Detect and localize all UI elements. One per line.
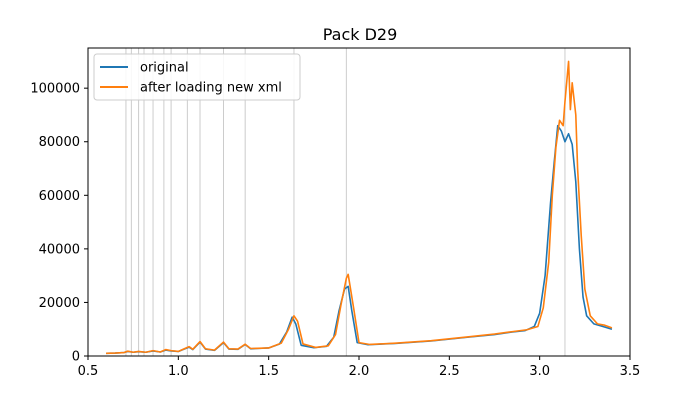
- y-tick-label: 40000: [39, 242, 80, 257]
- y-axis: 0 20000 40000 60000 80000 100000: [30, 82, 88, 365]
- chart-title: Pack D29: [323, 25, 398, 44]
- x-tick-label: 3.5: [620, 364, 641, 379]
- x-tick-label: 1.0: [168, 364, 189, 379]
- x-axis: 0.5 1.0 1.5 2.0 2.5 3.0 3.5: [78, 356, 641, 379]
- legend-label: original: [140, 61, 189, 76]
- x-tick-label: 2.5: [439, 364, 460, 379]
- y-tick-label: 100000: [30, 82, 80, 97]
- y-tick-label: 80000: [39, 135, 80, 150]
- y-tick-label: 0: [72, 350, 80, 365]
- y-tick-label: 60000: [39, 189, 80, 204]
- legend-label: after loading new xml: [140, 81, 282, 96]
- x-tick-label: 3.0: [529, 364, 550, 379]
- x-tick-label: 0.5: [78, 364, 99, 379]
- x-tick-label: 2.0: [349, 364, 370, 379]
- series-line-1: [106, 60, 613, 355]
- y-tick-label: 20000: [39, 296, 80, 311]
- x-tick-label: 1.5: [258, 364, 279, 379]
- series-group: [106, 60, 613, 355]
- legend: original after loading new xml: [93, 53, 301, 101]
- legend-box: [93, 53, 301, 101]
